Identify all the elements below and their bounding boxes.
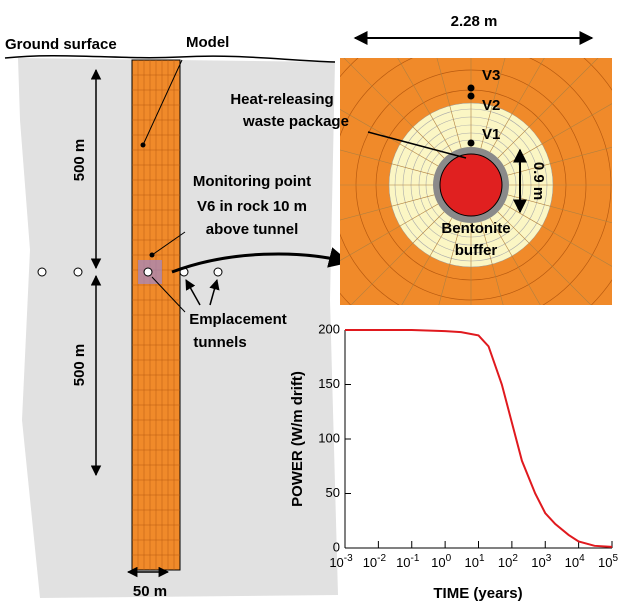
x-tick-label: 10-2: [363, 553, 387, 571]
leader: [367, 131, 467, 159]
tunnel: [213, 267, 223, 277]
leader: [142, 59, 183, 146]
mesh-spoke: [343, 58, 445, 159]
ground-line: [4, 54, 336, 63]
tunnel-detail: [340, 58, 612, 305]
mesh-spoke: [507, 194, 612, 224]
x-tick-label: 100: [431, 553, 451, 571]
tick-base: 10: [531, 555, 545, 570]
mesh-spoke: [340, 194, 435, 221]
mesh-spoke: [401, 217, 453, 305]
tick-exponent: -2: [377, 553, 386, 564]
x-tick-label: 101: [464, 553, 484, 571]
point: [467, 84, 475, 92]
mesh-spoke: [438, 221, 462, 305]
mesh-spoke: [350, 211, 445, 305]
power-chart: POWER (W/m drift) TIME (years) 050100150…: [289, 321, 618, 602]
mesh-spoke: [497, 211, 592, 305]
label: tunnels: [193, 334, 246, 351]
tick-exponent: 1: [479, 553, 485, 564]
tunnel: [73, 267, 83, 277]
y-tick-label: 150: [318, 376, 340, 391]
point: [467, 139, 475, 147]
tick-base: 10: [396, 555, 410, 570]
x-tick-label: 105: [598, 553, 618, 571]
mesh-spoke: [340, 109, 439, 167]
mesh-spoke: [436, 58, 462, 149]
label: buffer: [455, 242, 498, 259]
power-curve: [345, 329, 613, 548]
mesh-spoke: [480, 221, 504, 305]
label: Model: [186, 34, 229, 51]
y-tick-label: 200: [318, 321, 340, 336]
x-tick-label: 102: [498, 553, 518, 571]
tick-exponent: 2: [512, 553, 518, 564]
mesh-spoke: [503, 203, 612, 267]
point: [149, 252, 155, 258]
x-tick-label: 10-1: [396, 553, 420, 571]
mesh-spoke: [340, 149, 435, 176]
tick-exponent: -1: [411, 553, 420, 564]
arrow: [185, 279, 201, 306]
x-axis-title: TIME (years): [433, 585, 522, 602]
arrow: [209, 278, 220, 306]
zoom-arrow: [171, 247, 351, 274]
tick-base: 10: [363, 555, 377, 570]
x-tick-label: 103: [531, 553, 551, 571]
tick-base: 10: [498, 555, 512, 570]
mesh-spoke: [507, 146, 612, 176]
label: 500 m: [71, 344, 88, 387]
mesh-spoke: [397, 58, 453, 153]
tick-exponent: -3: [344, 553, 353, 564]
tick-exponent: 0: [446, 553, 452, 564]
leader: [151, 276, 186, 313]
label: Ground surface: [5, 36, 117, 53]
mesh-spoke: [489, 217, 541, 305]
label: above tunnel: [206, 221, 299, 238]
label: Heat-releasing: [230, 91, 333, 108]
tick-exponent: 4: [579, 553, 585, 564]
mesh-spoke: [480, 58, 506, 149]
label: 50 m: [133, 583, 167, 600]
label: Emplacement: [189, 311, 287, 328]
mesh-spoke: [503, 103, 612, 167]
tick-base: 10: [565, 555, 579, 570]
tunnel: [37, 267, 47, 277]
model-column: [131, 59, 181, 571]
tick-base: 10: [329, 555, 343, 570]
label: Bentonite: [441, 220, 510, 237]
label: V1: [482, 126, 500, 143]
x-tick-label: 104: [565, 553, 585, 571]
tick-base: 10: [431, 555, 445, 570]
tick-exponent: 5: [612, 553, 618, 564]
label: V2: [482, 97, 500, 114]
label: 500 m: [71, 139, 88, 182]
label: V6 in rock 10 m: [197, 198, 307, 215]
point: [467, 92, 475, 100]
label: waste package: [242, 113, 349, 130]
label: V3: [482, 67, 500, 84]
tick-base: 10: [464, 555, 478, 570]
label: 0.9 m: [530, 162, 547, 200]
waste-package: [439, 153, 503, 217]
tick-base: 10: [598, 555, 612, 570]
tick-exponent: 3: [546, 553, 552, 564]
point: [140, 142, 146, 148]
x-tick-label: 10-3: [329, 553, 353, 571]
label: 2.28 m: [451, 13, 498, 30]
leader: [151, 231, 186, 256]
y-tick-label: 50: [326, 485, 340, 500]
mesh-spoke: [497, 58, 599, 159]
tunnel: [143, 267, 153, 277]
y-tick-label: 0: [333, 539, 340, 554]
mesh-spoke: [489, 58, 545, 153]
label: Monitoring point: [193, 173, 311, 190]
y-axis-title: POWER (W/m drift): [289, 371, 306, 507]
y-tick-label: 100: [318, 430, 340, 445]
mesh-spoke: [340, 203, 439, 261]
